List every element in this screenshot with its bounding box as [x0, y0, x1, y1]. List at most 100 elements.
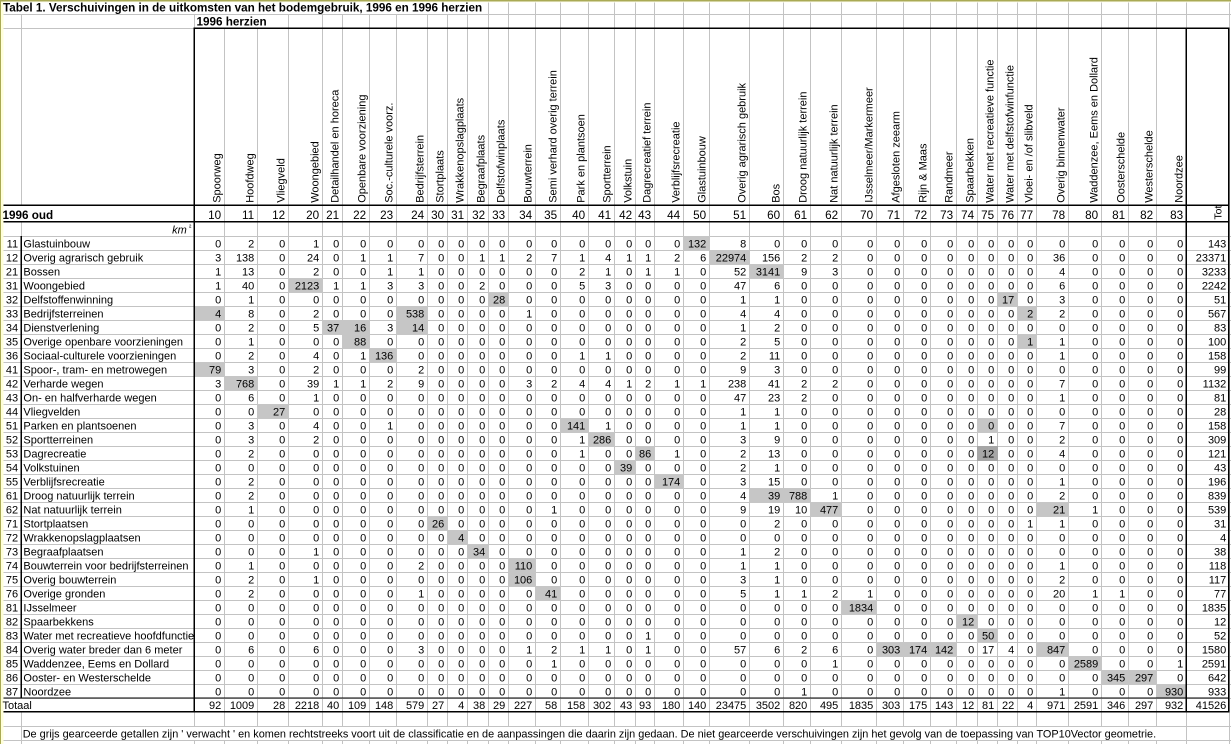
svg-text:40: 40: [242, 280, 254, 292]
svg-text:0: 0: [279, 364, 285, 376]
svg-text:Nat natuurlijk terrein: Nat natuurlijk terrein: [23, 504, 121, 516]
svg-text:0: 0: [313, 616, 319, 628]
svg-text:0: 0: [626, 238, 632, 250]
svg-text:0: 0: [1008, 238, 1014, 250]
svg-text:0: 0: [867, 322, 873, 334]
svg-text:0: 0: [968, 602, 974, 614]
svg-text:51: 51: [6, 420, 18, 432]
svg-text:2123: 2123: [295, 280, 319, 292]
svg-text:0: 0: [1119, 546, 1125, 558]
svg-text:0: 0: [801, 294, 807, 306]
svg-text:0: 0: [1147, 588, 1153, 600]
svg-text:0: 0: [1119, 322, 1125, 334]
svg-text:0: 0: [248, 672, 254, 684]
svg-text:174: 174: [909, 644, 927, 656]
svg-text:0: 0: [418, 392, 424, 404]
svg-text:0: 0: [645, 574, 651, 586]
svg-text:0: 0: [774, 630, 780, 642]
svg-text:0: 0: [1177, 308, 1183, 320]
svg-text:21: 21: [326, 209, 339, 222]
svg-text:0: 0: [645, 462, 651, 474]
svg-text:4: 4: [458, 532, 464, 544]
svg-text:1: 1: [740, 322, 746, 334]
svg-text:0: 0: [579, 588, 585, 600]
svg-text:Noordzee: Noordzee: [23, 686, 71, 698]
svg-text:0: 0: [605, 686, 611, 698]
svg-text:0: 0: [626, 448, 632, 460]
svg-text:2: 2: [551, 378, 557, 390]
svg-text:0: 0: [645, 686, 651, 698]
svg-text:0: 0: [700, 532, 706, 544]
svg-text:41: 41: [545, 588, 557, 600]
svg-text:11: 11: [769, 350, 780, 362]
svg-text:0: 0: [968, 448, 974, 460]
svg-text:2: 2: [248, 574, 254, 586]
svg-text:0: 0: [740, 518, 746, 530]
svg-text:0: 0: [479, 364, 485, 376]
svg-text:0: 0: [1177, 280, 1183, 292]
svg-text:0: 0: [867, 476, 873, 488]
svg-text:0: 0: [968, 672, 974, 684]
svg-text:0: 0: [333, 462, 339, 474]
svg-text:0: 0: [626, 350, 632, 362]
svg-text:51: 51: [1214, 294, 1226, 306]
svg-text:0: 0: [645, 560, 651, 572]
svg-text:0: 0: [479, 518, 485, 530]
svg-text:0: 0: [832, 364, 838, 376]
svg-text:0: 0: [333, 560, 339, 572]
svg-text:1996 herzien: 1996 herzien: [197, 15, 267, 28]
svg-text:0: 0: [1147, 266, 1153, 278]
svg-text:0: 0: [279, 308, 285, 320]
svg-text:0: 0: [605, 308, 611, 320]
svg-text:0: 0: [674, 462, 680, 474]
svg-text:0: 0: [1027, 378, 1033, 390]
svg-text:54: 54: [6, 462, 18, 474]
svg-text:0: 0: [1177, 364, 1183, 376]
svg-text:85: 85: [6, 658, 18, 670]
svg-text:Verharde wegen: Verharde wegen: [23, 378, 103, 390]
svg-text:0: 0: [279, 588, 285, 600]
svg-text:0: 0: [360, 672, 366, 684]
svg-text:0: 0: [801, 630, 807, 642]
svg-text:0: 0: [1059, 238, 1065, 250]
svg-text:309: 309: [1208, 434, 1226, 446]
svg-text:0: 0: [551, 518, 557, 530]
svg-text:0: 0: [605, 336, 611, 348]
svg-text:75: 75: [6, 574, 18, 586]
svg-text:1: 1: [774, 560, 780, 572]
svg-text:0: 0: [674, 574, 680, 586]
svg-text:0: 0: [921, 574, 927, 586]
svg-text:0: 0: [215, 588, 221, 600]
svg-text:2: 2: [1027, 308, 1033, 320]
svg-text:0: 0: [1177, 644, 1183, 656]
svg-text:1: 1: [605, 266, 611, 278]
svg-text:Tabel 1. Verschuivingen in de: Tabel 1. Verschuivingen in de uitkomsten…: [3, 2, 482, 15]
svg-text:0: 0: [279, 532, 285, 544]
svg-text:0: 0: [479, 434, 485, 446]
svg-text:0: 0: [1119, 686, 1125, 698]
svg-text:3: 3: [248, 364, 254, 376]
svg-text:0: 0: [279, 378, 285, 390]
svg-text:Bedrijfsterreinen: Bedrijfsterreinen: [23, 308, 103, 320]
svg-text:4: 4: [313, 350, 319, 362]
svg-text:Oosterschelde: Oosterschelde: [1115, 132, 1127, 203]
svg-text:0: 0: [418, 616, 424, 628]
svg-text:1: 1: [313, 546, 319, 558]
svg-text:0: 0: [1059, 532, 1065, 544]
svg-text:0: 0: [894, 616, 900, 628]
svg-text:0: 0: [832, 392, 838, 404]
svg-text:2218: 2218: [295, 700, 319, 712]
svg-text:0: 0: [921, 448, 927, 460]
svg-text:0: 0: [1177, 602, 1183, 614]
svg-text:44: 44: [6, 406, 18, 418]
svg-text:4: 4: [605, 252, 611, 264]
svg-text:932: 932: [1165, 700, 1183, 712]
svg-text:0: 0: [1092, 252, 1098, 264]
svg-text:0: 0: [1177, 266, 1183, 278]
svg-text:0: 0: [867, 280, 873, 292]
svg-text:0: 0: [499, 392, 505, 404]
svg-text:0: 0: [867, 644, 873, 656]
svg-text:0: 0: [1147, 336, 1153, 348]
svg-text:0: 0: [674, 392, 680, 404]
svg-text:0: 0: [499, 616, 505, 628]
